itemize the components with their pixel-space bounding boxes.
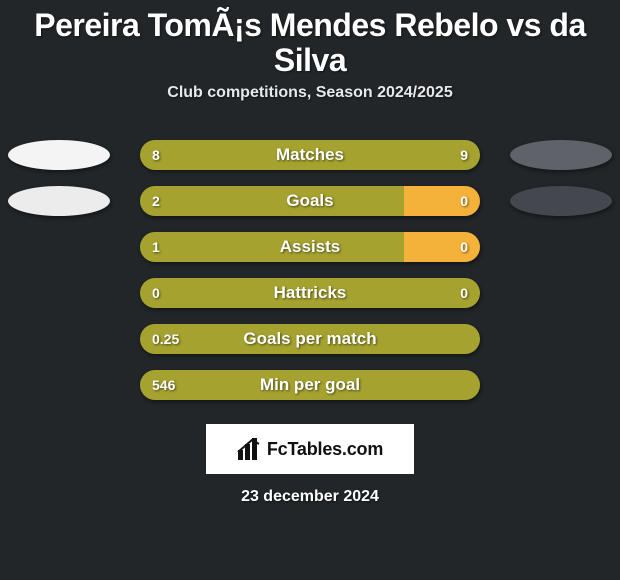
stat-value-right: 0: [460, 239, 468, 255]
logo-plate: FcTables.com: [206, 424, 414, 474]
stat-label: Goals: [286, 191, 333, 211]
generation-date: 23 december 2024: [0, 488, 620, 506]
stat-bar-track: Matches 8 9: [140, 140, 480, 170]
logo-text: FcTables.com: [267, 439, 383, 460]
stat-value-left: 2: [152, 193, 160, 209]
stat-label: Hattricks: [274, 283, 347, 303]
player-right-marker: [510, 140, 612, 170]
player-left-marker: [8, 140, 110, 170]
stat-row: Hattricks 0 0: [0, 278, 620, 308]
stat-value-left: 546: [152, 377, 175, 393]
stat-value-right: 0: [460, 193, 468, 209]
stat-bar-right: [404, 186, 481, 216]
stat-label: Matches: [276, 145, 344, 165]
stat-label: Assists: [280, 237, 340, 257]
stat-bar-right: [404, 232, 481, 262]
stat-bar-track: Hattricks 0 0: [140, 278, 480, 308]
stat-value-right: 0: [460, 285, 468, 301]
stat-bar-track: Assists 1 0: [140, 232, 480, 262]
stat-row: Assists 1 0: [0, 232, 620, 262]
stats-list: Matches89Goals20Assists10Hattricks00Goal…: [0, 140, 620, 400]
player-right-marker: [510, 186, 612, 216]
stat-row: Goals per match 0.25: [0, 324, 620, 354]
stat-value-left: 0.25: [152, 331, 179, 347]
stat-bar-left: [140, 186, 404, 216]
page-title: Pereira TomÃ¡s Mendes Rebelo vs da Silva: [0, 0, 620, 84]
player-left-marker: [8, 186, 110, 216]
stat-bar-track: Min per goal 546: [140, 370, 480, 400]
stat-bar-track: Goals per match 0.25: [140, 324, 480, 354]
stat-bar-left: [140, 232, 404, 262]
stat-value-left: 8: [152, 147, 160, 163]
comparison-card: Pereira TomÃ¡s Mendes Rebelo vs da Silva…: [0, 0, 620, 506]
stat-label: Min per goal: [260, 375, 360, 395]
stat-value-left: 0: [152, 285, 160, 301]
stat-row: Goals 2 0: [0, 186, 620, 216]
stat-label: Goals per match: [243, 329, 376, 349]
fctables-bars-icon: [237, 438, 263, 460]
stat-row: Min per goal 546: [0, 370, 620, 400]
stat-row: Matches 8 9: [0, 140, 620, 170]
stat-bar-track: Goals 2 0: [140, 186, 480, 216]
stat-value-left: 1: [152, 239, 160, 255]
subtitle: Club competitions, Season 2024/2025: [0, 84, 620, 102]
stat-value-right: 9: [460, 147, 468, 163]
